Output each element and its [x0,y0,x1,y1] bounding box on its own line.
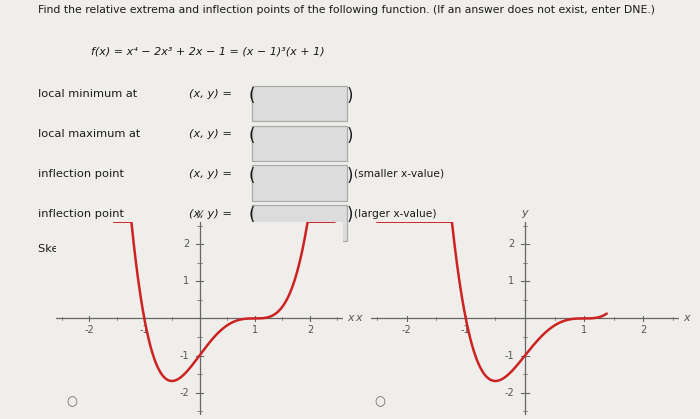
Text: -1: -1 [139,325,149,335]
Text: -1: -1 [461,325,470,335]
FancyBboxPatch shape [252,166,346,201]
Text: (: ( [248,207,255,225]
Text: (x, y) =: (x, y) = [189,129,232,139]
FancyBboxPatch shape [252,85,346,121]
Text: x: x [347,313,354,323]
Text: inflection point: inflection point [38,169,125,179]
Text: -2: -2 [402,325,412,335]
Text: 1: 1 [581,325,587,335]
Text: ○: ○ [374,396,386,409]
Text: (x, y) =: (x, y) = [189,209,232,219]
Text: (: ( [248,87,255,105]
Text: ): ) [346,207,353,225]
Text: x: x [356,313,362,323]
Text: inflection point: inflection point [38,209,125,219]
Text: f(x) = x⁴ − 2x³ + 2x − 1 = (x − 1)³(x + 1): f(x) = x⁴ − 2x³ + 2x − 1 = (x − 1)³(x + … [91,47,325,57]
Text: 2: 2 [307,325,313,335]
Text: -1: -1 [505,351,514,360]
FancyBboxPatch shape [252,126,346,161]
FancyBboxPatch shape [252,205,346,241]
Text: (x, y) =: (x, y) = [189,89,232,99]
Text: (: ( [248,127,255,145]
Text: ): ) [346,127,353,145]
Text: 1: 1 [508,277,514,286]
Text: -2: -2 [84,325,94,335]
Text: ○: ○ [66,396,78,409]
Text: 2: 2 [640,325,647,335]
Text: local maximum at: local maximum at [38,129,141,139]
Text: y: y [522,208,528,217]
Text: Find the relative extrema and inflection points of the following function. (If a: Find the relative extrema and inflection… [38,5,655,15]
Text: y: y [196,208,203,217]
Text: -2: -2 [180,388,190,398]
Text: 2: 2 [508,239,514,249]
Text: local minimum at: local minimum at [38,89,138,99]
Text: x: x [684,313,690,323]
Text: ): ) [346,167,353,185]
Text: Sketch a graph of the function.: Sketch a graph of the function. [38,244,216,254]
Text: (x, y) =: (x, y) = [189,169,232,179]
Text: 1: 1 [251,325,258,335]
Text: 1: 1 [183,277,190,286]
Text: (smaller x-value): (smaller x-value) [354,169,444,179]
Text: ): ) [346,87,353,105]
Text: (larger x-value): (larger x-value) [354,209,436,219]
Text: -2: -2 [505,388,514,398]
Text: -1: -1 [180,351,190,360]
Text: 2: 2 [183,239,190,249]
Text: (: ( [248,167,255,185]
